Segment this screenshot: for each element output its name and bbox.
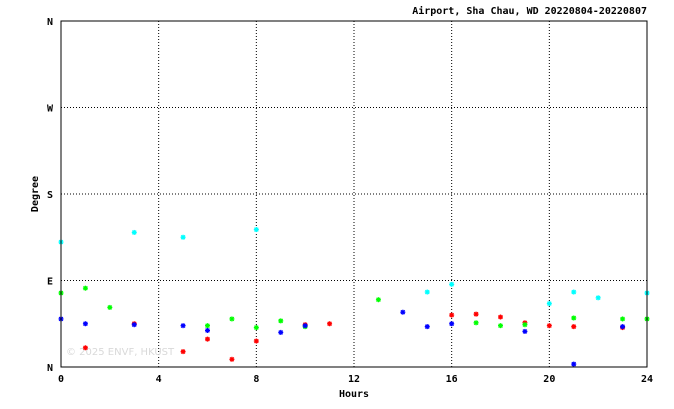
y-tick-label: S xyxy=(47,190,53,201)
blue-data-point xyxy=(522,328,528,334)
green-data-point xyxy=(82,285,88,291)
green-data-point xyxy=(278,318,284,324)
blue-data-point xyxy=(400,309,406,315)
green-data-point xyxy=(229,316,235,322)
y-tick-label: N xyxy=(47,17,53,28)
blue-data-point xyxy=(82,321,88,327)
green-data-point xyxy=(498,323,503,329)
red-data-point xyxy=(449,312,455,318)
x-axis-label: Hours xyxy=(339,389,369,400)
cyan-data-point xyxy=(424,289,430,295)
red-data-point xyxy=(571,324,577,330)
blue-data-point xyxy=(302,323,308,329)
x-tick-label: 16 xyxy=(446,374,458,385)
red-data-point xyxy=(473,311,479,317)
watermark: © 2025 ENVF, HKUST xyxy=(66,347,175,358)
cyan-data-point xyxy=(131,229,137,235)
y-tick-label: N xyxy=(47,363,53,374)
x-tick-labels: 0 4 8 12 16 20 24 xyxy=(58,374,653,385)
blue-data-point xyxy=(131,322,137,328)
green-data-point xyxy=(375,297,381,303)
x-tick-label: 4 xyxy=(156,374,162,385)
cyan-data-point xyxy=(253,227,259,233)
red-data-point xyxy=(205,336,210,342)
blue-data-point xyxy=(571,361,577,367)
x-tick-label: 24 xyxy=(641,374,653,385)
chart-title: Airport, Sha Chau, WD 20220804-20220807 xyxy=(412,5,647,17)
cyan-data-point xyxy=(595,295,601,301)
cyan-data-point xyxy=(180,234,186,240)
grid xyxy=(61,21,647,367)
green-data-point xyxy=(107,304,113,310)
red-data-point xyxy=(82,345,88,351)
green-data-point xyxy=(205,323,210,329)
x-tick-label: 8 xyxy=(253,374,259,385)
green-data-point xyxy=(253,325,259,331)
blue-data-point xyxy=(278,329,284,335)
blue-data-point xyxy=(205,327,210,333)
green-data-point xyxy=(571,315,577,321)
x-tick-label: 12 xyxy=(348,374,360,385)
cyan-data-point xyxy=(571,289,577,295)
y-tick-labels: N E S W N xyxy=(47,17,54,374)
blue-data-point xyxy=(180,323,186,329)
red-data-point xyxy=(546,323,552,329)
y-tick-label: W xyxy=(47,104,54,115)
red-data-point xyxy=(498,314,503,320)
y-tick-label: E xyxy=(47,277,53,288)
cyan-data-point xyxy=(449,281,455,287)
red-data-point xyxy=(327,321,333,327)
green-data-point xyxy=(620,316,626,322)
green-data-point xyxy=(473,320,479,326)
green-data-point xyxy=(522,322,528,328)
red-data-point xyxy=(229,356,235,362)
blue-data-point xyxy=(620,324,626,330)
blue-data-point xyxy=(449,321,455,327)
blue-data-point xyxy=(424,324,430,330)
red-data-point xyxy=(253,338,259,344)
x-tick-label: 0 xyxy=(58,374,64,385)
plot-frame xyxy=(60,20,648,368)
y-axis-label: Degree xyxy=(30,176,41,212)
x-tick-label: 20 xyxy=(543,374,555,385)
cyan-data-point xyxy=(546,301,552,307)
red-data-point xyxy=(180,349,186,355)
